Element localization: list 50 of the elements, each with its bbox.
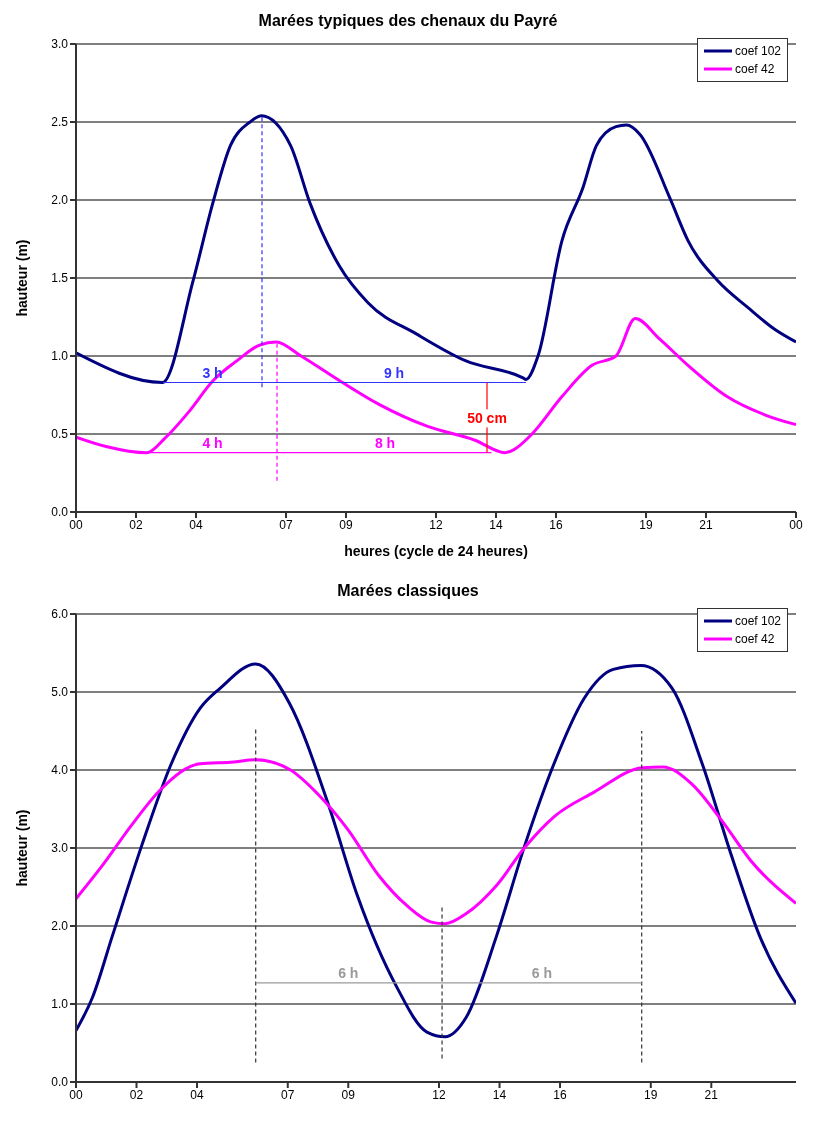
legend-label: coef 102: [734, 43, 781, 60]
x-tick-label: 09: [339, 517, 353, 532]
x-tick-label: 00: [69, 517, 83, 532]
y-tick-label: 1.5: [51, 271, 69, 286]
x-tick-label: 00: [69, 1087, 83, 1102]
annotation: 4 h: [202, 434, 223, 451]
y-tick-label: 3.0: [51, 841, 69, 856]
x-tick-label: 21: [704, 1087, 719, 1102]
x-tick-label: 07: [279, 517, 293, 532]
x-tick-label: 02: [129, 517, 143, 532]
y-tick-label: 6.0: [51, 607, 69, 622]
x-tick-label: 12: [429, 517, 443, 532]
annotation: 50 cm: [467, 410, 507, 427]
x-tick-label: 16: [553, 1087, 568, 1102]
y-tick-label: 4.0: [51, 763, 69, 778]
x-tick-label: 04: [190, 1087, 204, 1102]
x-tick-label: 19: [639, 517, 653, 532]
y-tick-label: 5.0: [51, 685, 69, 700]
legend-label: coef 102: [734, 613, 781, 630]
y-axis-title: hauteur (m): [13, 809, 30, 887]
x-tick-label: 14: [489, 517, 503, 532]
x-axis-title: heures (cycle de 24 heures): [344, 543, 528, 559]
x-tick-label: 00: [789, 517, 803, 532]
x-tick-label: 07: [281, 1087, 295, 1102]
y-tick-label: 0.0: [51, 505, 69, 520]
x-tick-label: 09: [341, 1087, 356, 1102]
y-tick-label: 2.0: [51, 193, 69, 208]
chart-title: Marées classiques: [336, 581, 480, 601]
x-tick-label: 12: [432, 1087, 447, 1102]
chart-title: Marées typiques des chenaux du Payré: [257, 11, 559, 31]
x-tick-label: 04: [189, 517, 203, 532]
y-tick-label: 2.5: [51, 115, 69, 130]
annotation: 9 h: [383, 364, 405, 381]
x-tick-label: 14: [492, 1087, 507, 1102]
annotation: 8 h: [374, 434, 396, 451]
legend-label: coef 42: [734, 631, 775, 648]
y-axis-title: hauteur (m): [13, 239, 30, 317]
y-tick-label: 1.0: [51, 349, 69, 364]
x-tick-label: 02: [129, 1087, 144, 1102]
annotation: 6 h: [338, 964, 359, 981]
y-tick-label: 3.0: [51, 37, 69, 52]
x-tick-label: 21: [699, 517, 713, 532]
y-tick-label: 1.0: [51, 997, 69, 1012]
y-tick-label: 2.0: [51, 919, 69, 934]
legend-label: coef 42: [734, 61, 775, 78]
y-tick-label: 0.0: [51, 1075, 69, 1090]
x-tick-label: 19: [644, 1087, 658, 1102]
annotation: 6 h: [531, 964, 552, 981]
x-tick-label: 16: [549, 517, 563, 532]
y-tick-label: 0.5: [51, 427, 69, 442]
